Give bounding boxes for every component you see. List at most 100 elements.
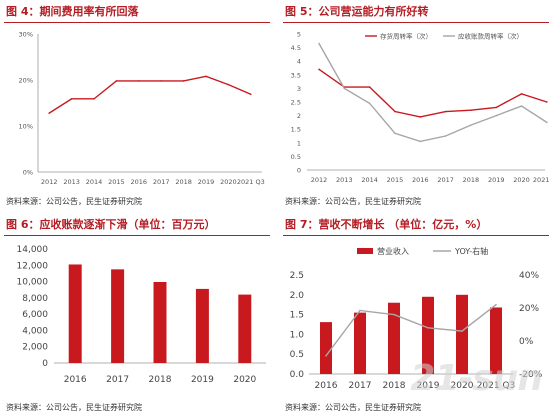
y-tick-label: 4,000 bbox=[22, 326, 48, 336]
y-tick-label: 3 bbox=[297, 85, 301, 93]
bar bbox=[238, 294, 252, 363]
y-tick-label-left: 1.5 bbox=[290, 311, 304, 321]
data-point bbox=[461, 330, 463, 332]
data-point bbox=[470, 109, 472, 111]
y-tick-label: 3.5 bbox=[291, 71, 301, 79]
data-point bbox=[182, 80, 185, 82]
y-tick-label: 0.5 bbox=[291, 153, 301, 161]
data-point bbox=[325, 355, 327, 357]
data-point bbox=[546, 101, 548, 103]
data-point bbox=[115, 80, 118, 82]
y-tick-label-left: 0.5 bbox=[290, 350, 304, 360]
panel-title: 图 5：公司营运能力有所好转 bbox=[285, 5, 429, 18]
x-tick-label: 2017 bbox=[106, 375, 129, 385]
panel-header: 图 7：营收不断增长 （单位：亿元，%） bbox=[283, 213, 549, 236]
legend-label: 营业收入 bbox=[377, 246, 409, 256]
y-tick-label-right: -20% bbox=[519, 370, 543, 380]
y-tick-label: 2 bbox=[297, 112, 301, 120]
x-tick-label: 2018 bbox=[149, 375, 172, 385]
bar bbox=[320, 322, 332, 374]
data-point bbox=[359, 309, 361, 312]
y-tick-label: 1 bbox=[297, 139, 301, 147]
y-tick-label: 6,000 bbox=[22, 310, 48, 320]
data-point bbox=[495, 303, 497, 306]
data-point bbox=[394, 110, 396, 113]
x-tick-label: 2020 bbox=[513, 176, 530, 184]
y-tick-label: 0% bbox=[23, 169, 33, 177]
y-tick-label: 4 bbox=[297, 58, 301, 66]
panel-title: 图 4：期间费用率有所回落 bbox=[6, 5, 139, 18]
bar bbox=[153, 281, 167, 363]
y-tick-label: 10% bbox=[19, 123, 33, 131]
data-point bbox=[160, 80, 162, 82]
y-tick-label: 14,000 bbox=[17, 245, 49, 255]
series-line bbox=[318, 43, 548, 143]
panel-turnover: 图 5：公司营运能力有所好转 0 0.5 1 1.5 2 2.5 3 3.5 4 4.5 5 2012… bbox=[283, 0, 550, 208]
y-tick-label: 10,000 bbox=[17, 278, 49, 288]
x-tick-label: 2012 bbox=[311, 176, 328, 184]
y-tick-label: 4.5 bbox=[291, 44, 301, 52]
panel-title: 图 6：应收账款逐渐下滑（单位：百万元） bbox=[6, 218, 216, 231]
x-tick-label: 2018 bbox=[383, 381, 406, 391]
y-tick-label: 12,000 bbox=[17, 261, 49, 271]
x-tick-label: 2019 bbox=[191, 375, 214, 385]
data-point bbox=[495, 114, 498, 117]
data-point bbox=[70, 98, 73, 100]
receivables-chart: 0 2,000 4,000 6,000 8,000 10,000 12,000 14,000 2… bbox=[17, 245, 266, 385]
y-tick-label-left: 0.0 bbox=[290, 370, 305, 380]
bar bbox=[388, 302, 400, 374]
x-tick-label: 2015 bbox=[108, 178, 125, 186]
y-tick-label-left: 1.0 bbox=[290, 330, 305, 340]
data-point bbox=[368, 102, 371, 105]
y-tick-label: 2.5 bbox=[291, 99, 301, 107]
data-point bbox=[520, 105, 523, 107]
y-tick-label: 0 bbox=[42, 359, 48, 369]
data-point bbox=[205, 75, 207, 78]
y-tick-label: 5 bbox=[297, 31, 301, 39]
data-point bbox=[48, 112, 50, 114]
x-tick-label: 2020 bbox=[233, 375, 256, 385]
data-point bbox=[368, 86, 371, 88]
y-tick-label: 2,000 bbox=[22, 343, 48, 353]
x-tick-label: 2020 bbox=[451, 381, 474, 391]
data-point bbox=[495, 106, 498, 109]
x-tick-label: 2016 bbox=[64, 375, 87, 385]
y-tick-label-left: 2.0 bbox=[290, 291, 305, 301]
data-point bbox=[427, 327, 429, 329]
source-note: 资料来源：公司公告，民生证券研究院 bbox=[6, 197, 142, 206]
yoy-line bbox=[325, 304, 497, 357]
x-tick-label: 2019 bbox=[488, 176, 505, 184]
data-point bbox=[394, 132, 396, 135]
y-tick-label: 30% bbox=[19, 31, 33, 39]
x-tick-label: 2016 bbox=[315, 381, 338, 391]
y-tick-label: 1.5 bbox=[291, 126, 301, 134]
x-tick-label: 2013 bbox=[336, 176, 353, 184]
legend-label: 存货周转率（次） bbox=[380, 32, 432, 41]
x-tick-label: 2018 bbox=[175, 178, 192, 186]
y-tick-label-right: 40% bbox=[519, 271, 539, 281]
x-tick-label: 2013 bbox=[63, 178, 80, 186]
bar bbox=[490, 307, 502, 374]
data-point bbox=[318, 68, 320, 71]
data-point bbox=[250, 93, 252, 96]
data-point bbox=[393, 313, 395, 316]
bar bbox=[354, 312, 366, 374]
x-tick-label: 2016 bbox=[131, 178, 148, 186]
x-tick-label: 2018 bbox=[463, 176, 480, 184]
bar bbox=[195, 288, 209, 363]
panel-expense-ratio: 图 4：期间费用率有所回落 0% 10% 20% 30% 2012 2013 2014 201… bbox=[4, 0, 270, 208]
bar bbox=[111, 269, 125, 363]
y-tick-label: 20% bbox=[19, 77, 33, 85]
data-point bbox=[470, 124, 472, 126]
source-note: 资料来源：公司公告，民生证券研究院 bbox=[285, 403, 421, 412]
data-point bbox=[520, 93, 523, 95]
panel-header: 图 5：公司营运能力有所好转 bbox=[283, 0, 549, 23]
source-note: 资料来源：公司公告，民生证券研究院 bbox=[285, 197, 421, 206]
data-point bbox=[318, 42, 320, 45]
legend-swatch bbox=[357, 248, 373, 254]
y-tick-label: 0 bbox=[297, 167, 301, 175]
x-tick-label: 2021 Q3 bbox=[477, 381, 516, 391]
bar bbox=[68, 264, 82, 363]
data-point bbox=[93, 98, 95, 100]
y-tick-label-right: 0% bbox=[519, 337, 534, 347]
